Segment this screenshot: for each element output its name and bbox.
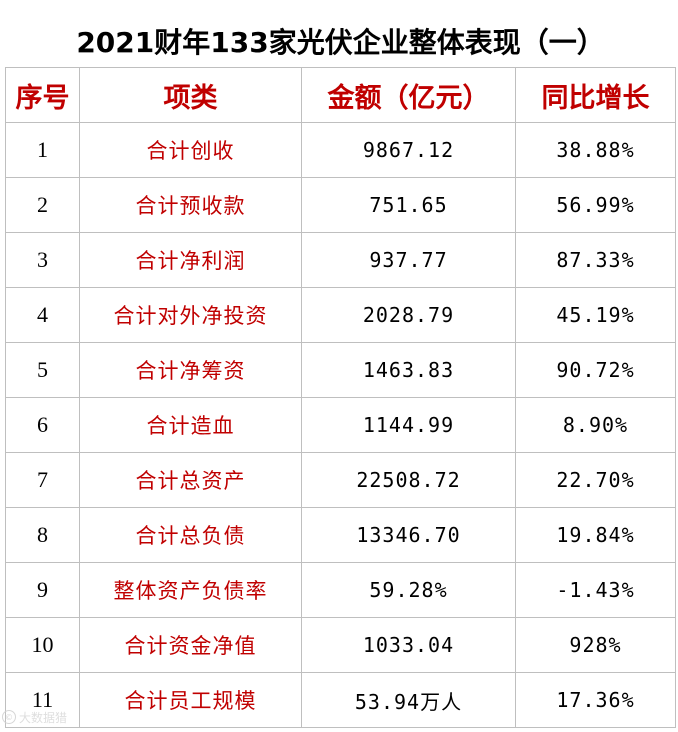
table-title: 2021财年133家光伏企业整体表现（一）	[4, 13, 677, 68]
row-yoy: 928%	[514, 617, 677, 673]
row-item: 合计对外净投资	[79, 287, 302, 343]
row-amount: 22508.72	[301, 452, 516, 508]
performance-table: 2021财年133家光伏企业整体表现（一） 序号 项类 金额（亿元） 同比增长 …	[4, 13, 677, 728]
table-row: 4 合计对外净投资 2028.79 45.19%	[5, 287, 677, 343]
watermark-logo-icon: ©	[2, 710, 16, 724]
row-amount: 53.94万人	[301, 672, 516, 728]
header-amount: 金额（亿元）	[301, 67, 516, 123]
title-row: 2021财年133家光伏企业整体表现（一）	[4, 13, 677, 68]
table-row: 10 合计资金净值 1033.04 928%	[5, 617, 677, 673]
table-row: 8 合计总负债 13346.70 19.84%	[5, 507, 677, 563]
row-amount: 13346.70	[301, 507, 516, 563]
row-yoy: 19.84%	[514, 507, 677, 563]
row-item: 合计净筹资	[79, 342, 302, 398]
row-yoy: 38.88%	[514, 122, 677, 178]
row-yoy: 90.72%	[514, 342, 677, 398]
row-yoy: 17.36%	[514, 672, 677, 728]
row-item: 合计资金净值	[79, 617, 302, 673]
row-amount: 9867.12	[301, 122, 516, 178]
row-index: 3	[5, 232, 80, 288]
row-amount: 1033.04	[301, 617, 516, 673]
row-amount: 937.77	[301, 232, 516, 288]
header-yoy: 同比增长	[514, 67, 677, 123]
row-amount: 1144.99	[301, 397, 516, 453]
row-index: 9	[5, 562, 80, 618]
row-amount: 1463.83	[301, 342, 516, 398]
row-index: 5	[5, 342, 80, 398]
row-amount: 751.65	[301, 177, 516, 233]
table-row: 9 整体资产负债率 59.28% -1.43%	[5, 562, 677, 618]
row-item: 整体资产负债率	[79, 562, 302, 618]
table-row: 1 合计创收 9867.12 38.88%	[5, 122, 677, 178]
table-row: 5 合计净筹资 1463.83 90.72%	[5, 342, 677, 398]
row-item: 合计创收	[79, 122, 302, 178]
header-item: 项类	[79, 67, 302, 123]
row-index: 2	[5, 177, 80, 233]
row-yoy: -1.43%	[514, 562, 677, 618]
row-yoy: 22.70%	[514, 452, 677, 508]
row-index: 7	[5, 452, 80, 508]
row-yoy: 45.19%	[514, 287, 677, 343]
header-row: 序号 项类 金额（亿元） 同比增长	[5, 67, 677, 123]
header-index: 序号	[5, 67, 80, 123]
row-yoy: 8.90%	[514, 397, 677, 453]
row-yoy: 87.33%	[514, 232, 677, 288]
row-item: 合计造血	[79, 397, 302, 453]
table-row: 11 合计员工规模 53.94万人 17.36%	[5, 672, 677, 728]
table-row: 3 合计净利润 937.77 87.33%	[5, 232, 677, 288]
row-index: 11	[5, 672, 80, 728]
row-index: 10	[5, 617, 80, 673]
row-item: 合计总负债	[79, 507, 302, 563]
row-index: 4	[5, 287, 80, 343]
row-index: 1	[5, 122, 80, 178]
row-amount: 2028.79	[301, 287, 516, 343]
row-item: 合计预收款	[79, 177, 302, 233]
table-row: 6 合计造血 1144.99 8.90%	[5, 397, 677, 453]
row-item: 合计员工规模	[79, 672, 302, 728]
row-item: 合计净利润	[79, 232, 302, 288]
watermark: © 大数据猎	[2, 706, 67, 728]
row-amount: 59.28%	[301, 562, 516, 618]
table-row: 7 合计总资产 22508.72 22.70%	[5, 452, 677, 508]
row-index: 6	[5, 397, 80, 453]
row-item: 合计总资产	[79, 452, 302, 508]
row-index: 8	[5, 507, 80, 563]
table-row: 2 合计预收款 751.65 56.99%	[5, 177, 677, 233]
row-yoy: 56.99%	[514, 177, 677, 233]
watermark-text: 大数据猎	[19, 710, 68, 725]
